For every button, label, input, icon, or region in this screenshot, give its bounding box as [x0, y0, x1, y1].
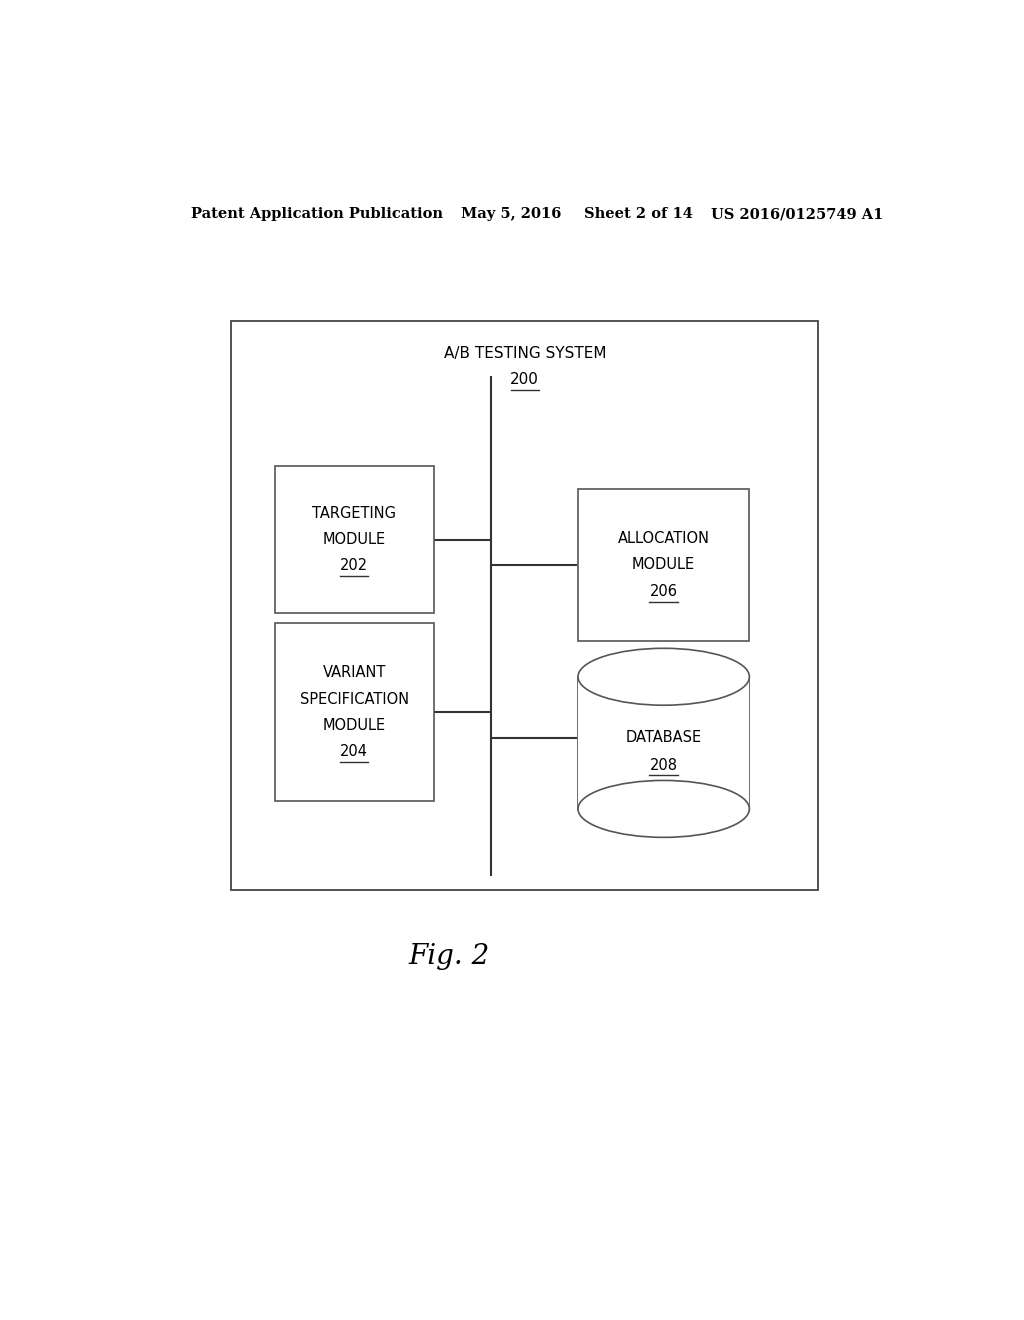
Text: SPECIFICATION: SPECIFICATION [300, 692, 409, 706]
Text: VARIANT: VARIANT [323, 665, 386, 680]
Text: 204: 204 [340, 744, 369, 759]
Text: Fig. 2: Fig. 2 [409, 942, 490, 970]
Text: DATABASE: DATABASE [626, 730, 701, 746]
Text: ALLOCATION: ALLOCATION [617, 531, 710, 546]
Bar [274, 466, 433, 614]
Text: 202: 202 [340, 558, 369, 573]
Text: US 2016/0125749 A1: US 2016/0125749 A1 [712, 207, 884, 222]
Text: 206: 206 [649, 583, 678, 599]
Bar [274, 623, 433, 801]
Bar [578, 677, 750, 809]
Text: 208: 208 [649, 758, 678, 772]
Text: 200: 200 [510, 372, 540, 388]
Text: MODULE: MODULE [632, 557, 695, 573]
Text: Sheet 2 of 14: Sheet 2 of 14 [585, 207, 693, 222]
Text: May 5, 2016: May 5, 2016 [461, 207, 562, 222]
Ellipse shape [578, 648, 750, 705]
Ellipse shape [578, 780, 750, 837]
Bar [231, 321, 818, 890]
Text: TARGETING: TARGETING [312, 506, 396, 520]
Text: MODULE: MODULE [323, 532, 386, 546]
Text: Patent Application Publication: Patent Application Publication [191, 207, 443, 222]
Text: A/B TESTING SYSTEM: A/B TESTING SYSTEM [443, 346, 606, 362]
Text: MODULE: MODULE [323, 718, 386, 733]
Bar [579, 488, 749, 642]
